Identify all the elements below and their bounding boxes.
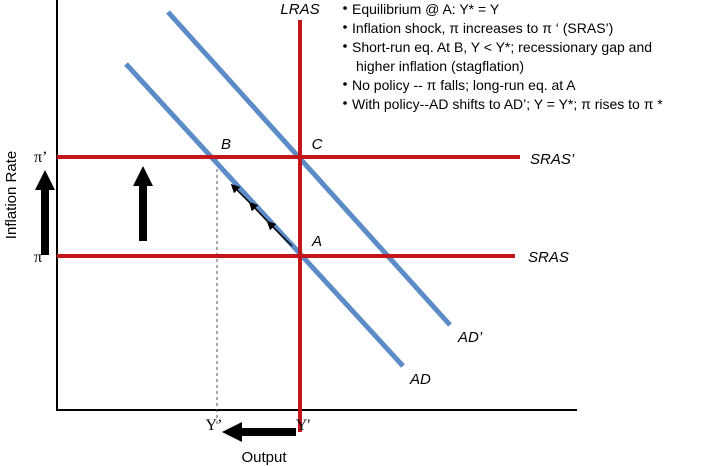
curve-label: SRAS’: [530, 151, 575, 168]
up-arrow: [35, 170, 55, 255]
bullet-list: Equilibrium @ A: Y* = Y Inflation shock, …: [343, 1, 663, 112]
bullet-dot: [343, 101, 347, 105]
ad-new-curve: [166, 10, 452, 327]
y-tick-label: π’: [34, 149, 47, 166]
x-tick-label: Y’: [206, 417, 223, 434]
left-arrow: [222, 422, 296, 442]
bullet-dot: [343, 44, 347, 48]
x-tick-label: Y': [296, 417, 311, 434]
curve-label: AD’: [457, 329, 483, 346]
bullet-text: Equilibrium @ A: Y* = Y: [352, 1, 500, 17]
path-arrow: [266, 220, 293, 247]
up-arrow: [133, 166, 153, 241]
point-label: C: [312, 136, 323, 153]
path-arrow: [248, 201, 271, 225]
bullet-text: higher inflation (stagflation): [356, 58, 524, 74]
bullet-dot: [343, 82, 347, 86]
y-axis-label: Inflation Rate: [3, 151, 20, 239]
bullet-dot: [343, 25, 347, 29]
y-tick-label: π: [34, 249, 42, 266]
ad-curve: [124, 62, 405, 368]
bullet-text: Short-run eq. At B, Y < Y*; recessionary…: [352, 39, 652, 55]
lras-label: LRAS: [280, 1, 319, 18]
x-axis-label: Output: [241, 449, 287, 466]
bullet-text: With policy--AD shifts to AD’; Y = Y*; π…: [352, 96, 663, 112]
bullet-text: No policy -- π falls; long-run eq. at A: [352, 77, 576, 93]
curve-label: SRAS: [528, 249, 569, 266]
curve-label: AD: [409, 371, 431, 388]
path-arrow: [230, 183, 253, 206]
point-label: A: [311, 233, 322, 250]
bullet-text: Inflation shock, π increases to π ‘ (SRA…: [352, 20, 613, 36]
bullet-dot: [343, 6, 347, 10]
point-label: B: [221, 136, 231, 153]
